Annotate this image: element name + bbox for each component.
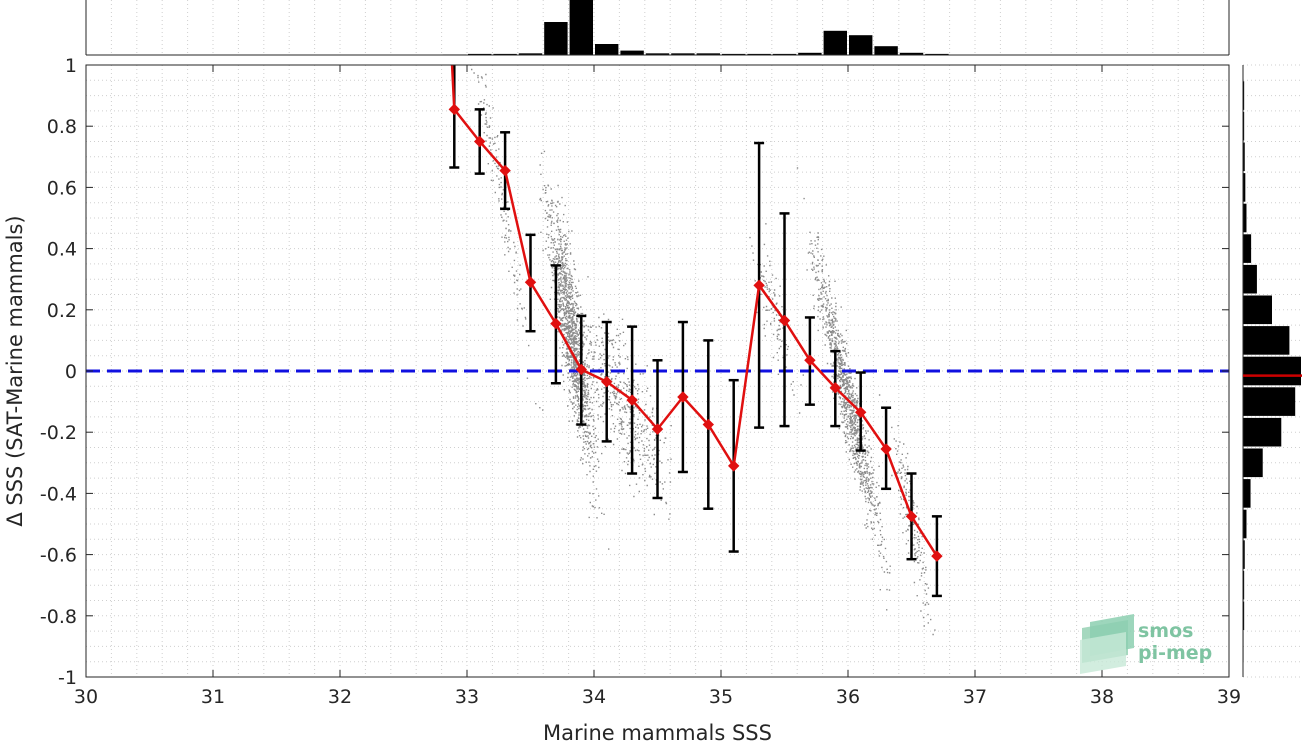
right-histogram-bar <box>1243 601 1245 631</box>
right-histogram-bar <box>1243 326 1290 355</box>
mean-marker <box>677 391 689 403</box>
y-tick-label: 0.2 <box>47 300 77 322</box>
right-histogram-bar <box>1243 81 1245 110</box>
right-histogram-bar <box>1243 356 1301 386</box>
y-tick-label: -0.4 <box>40 483 77 505</box>
mean-marker <box>651 423 664 435</box>
main-plot-area: 30 31 32 33 34 35 36 37 38 39 -1 -0.8 -0.6 -0.4 -0.2 0… <box>40 55 1241 708</box>
right-histogram-bar <box>1243 173 1246 202</box>
mean-marker <box>448 103 461 116</box>
y-tick-label: -0.2 <box>40 422 77 444</box>
top-histogram-grid <box>85 0 1230 55</box>
y-tick-label: 0 <box>65 361 77 383</box>
mean-marker <box>702 418 715 431</box>
right-histogram-bar <box>1243 448 1263 478</box>
y-tick-label: -1 <box>58 667 77 689</box>
right-histogram-bar <box>1243 142 1245 172</box>
top-histogram-bar <box>671 53 695 55</box>
top-histogram-bar <box>899 52 924 55</box>
mean-marker <box>854 406 867 419</box>
x-tick-labels: 30 31 32 33 34 35 36 37 38 39 <box>74 686 1241 708</box>
mean-marker <box>550 317 562 330</box>
y-tick-label: 0.4 <box>47 239 77 261</box>
y-tick-label: -0.6 <box>40 545 77 567</box>
mean-marker <box>727 460 740 472</box>
right-histogram <box>1242 64 1302 678</box>
x-tick-label: 30 <box>74 686 98 708</box>
x-tick-label: 31 <box>201 686 225 708</box>
right-histogram-bar <box>1243 570 1245 600</box>
right-histogram-bar <box>1243 540 1245 569</box>
x-axis-title: Marine mammals SSS <box>543 721 772 742</box>
x-tick-label: 36 <box>836 686 860 708</box>
mean-marker <box>524 276 537 288</box>
right-histogram-bar <box>1243 234 1252 263</box>
top-histogram-bar <box>595 44 619 55</box>
axis-ticks <box>85 64 1230 678</box>
top-histogram <box>85 0 1230 56</box>
x-tick-label: 32 <box>328 686 352 708</box>
mean-marker <box>880 443 892 455</box>
mean-marker <box>804 354 816 366</box>
smos-pimep-logo: smos pi-mep <box>1080 614 1212 674</box>
x-tick-label: 39 <box>1217 686 1241 708</box>
mean-marker <box>905 510 918 523</box>
right-histogram-bar <box>1243 509 1247 539</box>
logo-text-pimep: pi-mep <box>1138 642 1212 664</box>
scatter-points <box>470 65 936 636</box>
mean-marker <box>600 376 613 388</box>
mean-marker <box>778 314 791 327</box>
right-histogram-bar <box>1243 295 1272 325</box>
top-histogram-bar <box>696 53 720 55</box>
right-histogram-bar <box>1243 387 1296 416</box>
right-histogram-bar <box>1243 264 1257 294</box>
mean-marker <box>575 363 588 376</box>
binned-mean-markers <box>448 103 943 562</box>
top-histogram-bar <box>544 22 568 55</box>
logo-text-smos: smos <box>1138 620 1193 642</box>
right-histogram-bar <box>1243 417 1282 447</box>
x-tick-label: 37 <box>963 686 987 708</box>
top-histogram-bar <box>645 53 670 55</box>
top-histogram-bars <box>442 0 949 55</box>
y-tick-label: 1 <box>65 55 77 77</box>
top-histogram-bar <box>874 46 898 55</box>
top-histogram-bar <box>772 53 797 55</box>
mean-marker <box>753 279 765 292</box>
x-tick-label: 35 <box>709 686 733 708</box>
mean-marker <box>473 135 486 148</box>
scatter-point-cloud <box>470 65 936 636</box>
y-tick-label: -0.8 <box>40 606 77 628</box>
right-histogram-bars <box>1243 81 1301 661</box>
mean-marker <box>931 550 943 562</box>
y-axis-title: Δ SSS (SAT-Marine mammals) <box>3 215 27 526</box>
top-histogram-bar <box>493 53 517 55</box>
x-tick-label: 34 <box>582 686 606 708</box>
top-histogram-bar <box>747 53 771 55</box>
mean-marker <box>829 382 842 394</box>
top-histogram-bar <box>823 30 847 55</box>
top-histogram-bar <box>925 53 949 55</box>
right-histogram-bar <box>1243 111 1245 141</box>
y-tick-label: 0.6 <box>47 177 77 199</box>
y-tick-label: 0.8 <box>47 116 77 138</box>
top-histogram-bar <box>722 53 746 55</box>
right-histogram-bar <box>1243 479 1251 508</box>
top-histogram-bar <box>468 53 492 55</box>
right-histogram-bar <box>1243 203 1247 233</box>
mean-marker <box>626 394 638 406</box>
top-histogram-bar <box>518 53 543 55</box>
mean-marker <box>499 164 511 177</box>
x-tick-label: 38 <box>1090 686 1114 708</box>
top-histogram-bar <box>798 52 822 55</box>
top-histogram-bar <box>620 50 644 55</box>
top-histogram-bar <box>849 35 873 55</box>
x-tick-label: 33 <box>455 686 479 708</box>
logo-emblem <box>1080 614 1134 674</box>
y-tick-labels: -1 -0.8 -0.6 -0.4 -0.2 0 0.2 0.4 0.6 0.8 1 <box>40 55 77 689</box>
top-histogram-bar <box>569 0 593 55</box>
